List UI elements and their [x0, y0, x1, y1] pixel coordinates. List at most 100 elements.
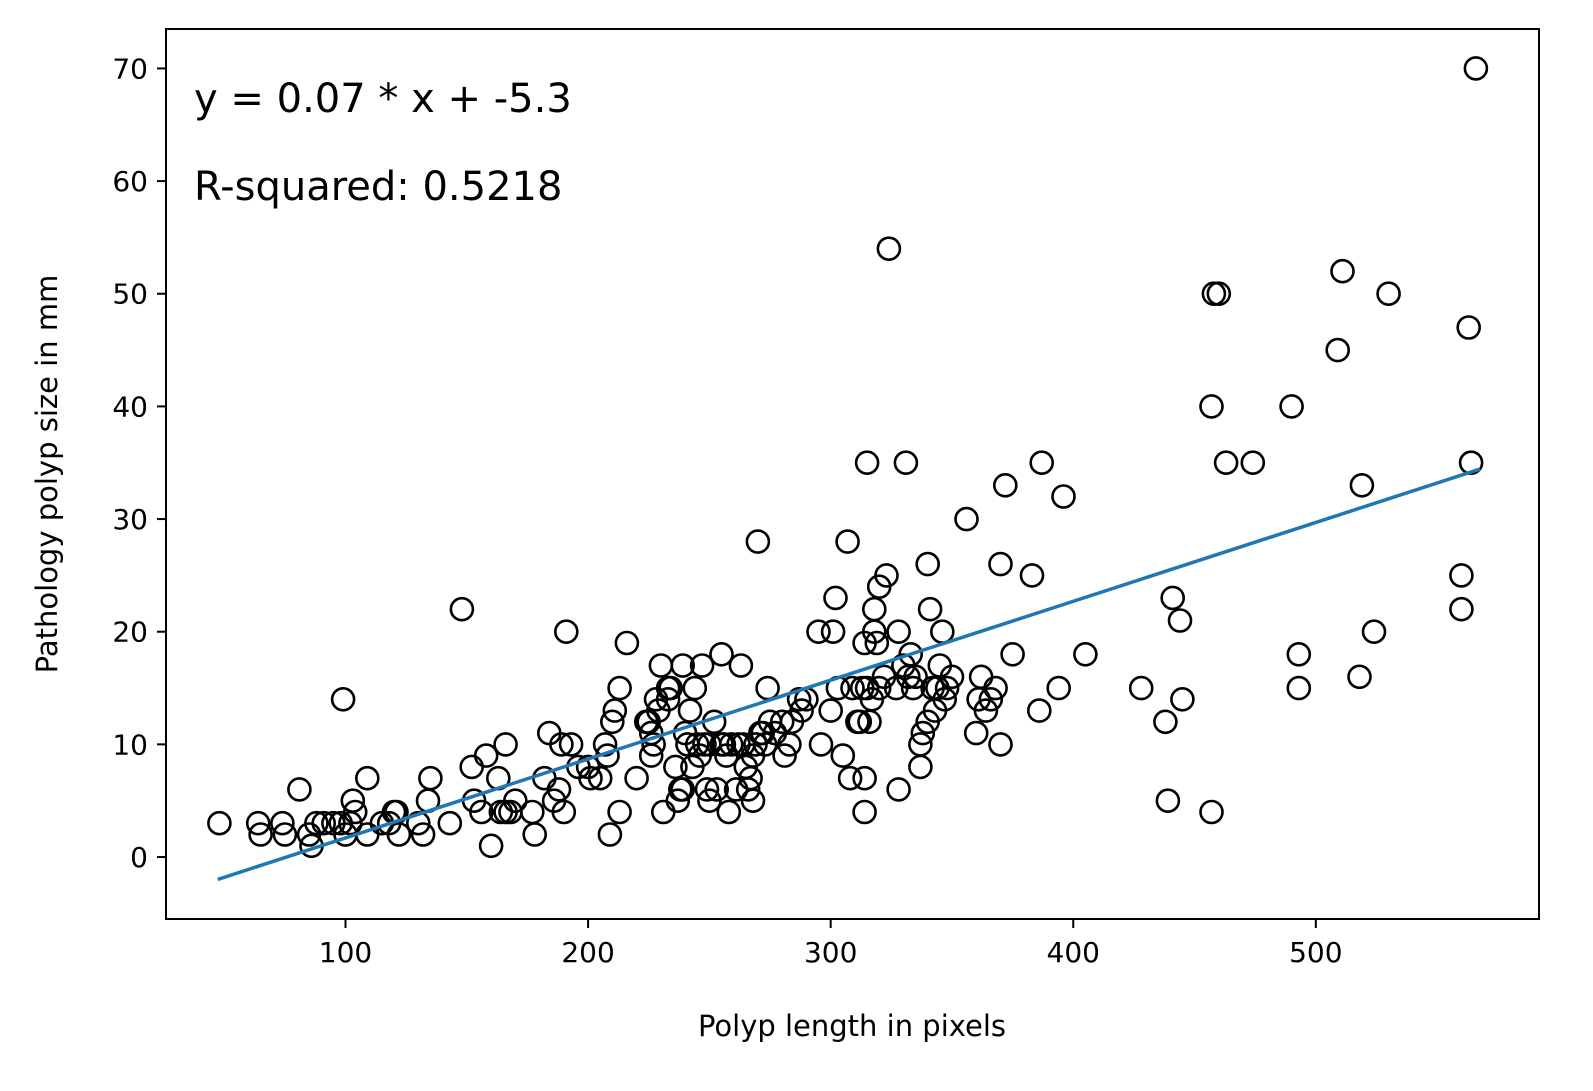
data-point — [898, 641, 924, 667]
data-point — [973, 698, 999, 723]
data-point — [340, 788, 366, 814]
data-point — [473, 743, 499, 768]
y-tick-label: 40 — [112, 390, 148, 423]
data-point — [1029, 450, 1054, 476]
data-point — [670, 777, 696, 802]
data-point — [553, 619, 579, 645]
data-point — [546, 777, 572, 802]
data-point — [614, 630, 640, 656]
data-point — [638, 743, 664, 768]
data-point — [908, 732, 933, 757]
data-point — [861, 596, 887, 622]
data-point — [665, 788, 691, 814]
data-point — [830, 743, 856, 768]
data-point — [502, 788, 528, 814]
data-point — [932, 686, 958, 712]
data-point — [342, 799, 368, 825]
data-point — [592, 732, 618, 757]
data-point — [694, 777, 720, 802]
data-point — [835, 529, 860, 554]
data-point — [789, 698, 814, 723]
data-point — [735, 777, 761, 802]
y-tick-label: 20 — [112, 616, 148, 649]
data-point — [597, 822, 623, 847]
data-point — [808, 732, 834, 757]
data-point — [716, 799, 742, 825]
data-point — [847, 709, 873, 735]
y-tick-label: 50 — [112, 278, 148, 311]
regression-line — [217, 467, 1481, 882]
data-point — [1073, 641, 1098, 667]
data-point — [939, 664, 965, 690]
data-point — [658, 675, 683, 701]
data-point — [900, 675, 926, 701]
y-tick-label: 10 — [112, 728, 148, 761]
data-point — [818, 698, 844, 723]
data-point — [1160, 585, 1185, 611]
data-point — [655, 686, 681, 712]
data-point — [418, 765, 443, 791]
data-point — [551, 799, 577, 825]
data-point — [1213, 450, 1239, 476]
x-tick-label: 500 — [1289, 936, 1342, 969]
data-point — [1000, 641, 1025, 667]
data-point — [272, 822, 298, 847]
data-point — [1019, 563, 1045, 588]
data-point — [493, 732, 518, 757]
data-point — [1046, 675, 1071, 701]
fit-line-layer — [217, 467, 1481, 882]
data-point — [1463, 56, 1489, 81]
data-point — [978, 686, 1004, 712]
data-point — [718, 732, 744, 757]
data-point — [558, 732, 584, 757]
data-point — [934, 675, 960, 701]
data-point — [1128, 675, 1154, 701]
data-point — [1376, 281, 1401, 307]
y-tick-label: 30 — [112, 503, 148, 536]
data-point — [287, 777, 312, 802]
x-tick-label: 100 — [319, 936, 372, 969]
data-point — [866, 675, 892, 701]
data-point — [1449, 596, 1474, 622]
y-tick-label: 60 — [112, 165, 148, 198]
data-point — [1167, 608, 1193, 633]
data-point — [864, 630, 890, 656]
data-point — [886, 777, 911, 802]
data-point — [1199, 394, 1224, 419]
data-point — [587, 765, 613, 791]
plot-frame — [165, 28, 1540, 920]
data-point — [682, 675, 708, 701]
data-point — [437, 810, 463, 836]
points-layer — [207, 56, 1489, 859]
equation-annotation: y = 0.07 * x + -5.3 — [194, 76, 572, 122]
data-point — [1206, 281, 1232, 307]
data-point — [1361, 619, 1387, 645]
data-point — [1170, 686, 1195, 712]
data-point — [663, 754, 688, 780]
x-axis-label: Polyp length in pixels — [698, 1009, 1006, 1043]
data-point — [449, 596, 475, 622]
data-point — [772, 743, 797, 768]
data-point — [469, 799, 494, 825]
data-point — [549, 732, 574, 757]
data-point — [769, 709, 795, 735]
data-point — [354, 765, 380, 791]
data-point — [245, 810, 271, 836]
data-point — [1279, 394, 1304, 419]
data-point — [709, 641, 734, 667]
y-tick-label: 0 — [130, 841, 148, 874]
data-point — [820, 619, 846, 645]
data-point — [624, 765, 649, 791]
data-point — [1240, 450, 1266, 476]
data-point — [1153, 709, 1178, 735]
data-point — [704, 777, 730, 802]
data-point — [602, 698, 628, 723]
data-point — [903, 664, 928, 690]
x-tick-label: 300 — [804, 936, 857, 969]
data-point — [410, 822, 436, 847]
data-point — [910, 720, 936, 746]
data-point — [1286, 641, 1312, 667]
data-point — [330, 686, 356, 712]
y-axis-ticks: 0 10 20 30 40 50 60 70 — [112, 52, 166, 874]
data-point — [840, 675, 865, 701]
